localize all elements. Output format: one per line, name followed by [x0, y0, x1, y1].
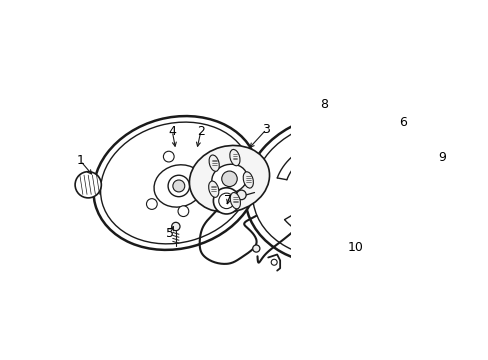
Ellipse shape: [230, 193, 240, 209]
Text: 5: 5: [165, 227, 174, 240]
Text: 10: 10: [347, 241, 363, 254]
Ellipse shape: [229, 149, 240, 166]
Text: 6: 6: [399, 116, 407, 129]
Text: 3: 3: [262, 123, 270, 136]
Circle shape: [75, 172, 101, 198]
Text: 7: 7: [224, 194, 232, 207]
Ellipse shape: [208, 181, 219, 197]
Circle shape: [178, 206, 188, 217]
Text: 8: 8: [319, 98, 327, 111]
Circle shape: [221, 171, 237, 186]
Circle shape: [252, 245, 259, 252]
Text: 2: 2: [197, 125, 204, 138]
Circle shape: [171, 222, 180, 231]
Ellipse shape: [101, 122, 251, 244]
Circle shape: [163, 151, 174, 162]
Ellipse shape: [244, 114, 428, 264]
Ellipse shape: [189, 145, 269, 212]
Circle shape: [168, 175, 189, 197]
Ellipse shape: [309, 123, 342, 141]
Ellipse shape: [309, 235, 345, 253]
Text: 1: 1: [77, 154, 84, 167]
Ellipse shape: [211, 164, 246, 193]
Circle shape: [271, 259, 277, 265]
Text: 4: 4: [168, 125, 176, 138]
Text: 9: 9: [437, 151, 446, 164]
Ellipse shape: [315, 172, 357, 206]
Ellipse shape: [209, 155, 219, 171]
Circle shape: [146, 199, 157, 210]
Circle shape: [236, 190, 245, 200]
Circle shape: [202, 184, 212, 195]
Ellipse shape: [93, 116, 258, 250]
Circle shape: [316, 118, 326, 128]
Circle shape: [329, 182, 343, 196]
Circle shape: [218, 193, 234, 208]
Circle shape: [213, 188, 239, 214]
Ellipse shape: [154, 165, 203, 207]
Ellipse shape: [252, 121, 420, 257]
Circle shape: [172, 180, 184, 192]
Ellipse shape: [243, 172, 253, 188]
